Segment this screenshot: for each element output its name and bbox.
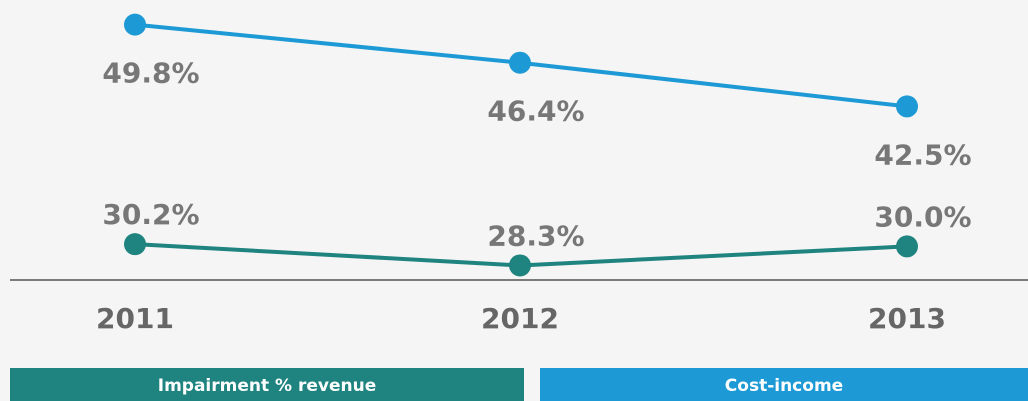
value-label: 28.3% (487, 219, 584, 252)
value-label: 49.8% (102, 57, 199, 90)
value-label: 30.2% (102, 198, 199, 231)
point (509, 51, 531, 74)
point (896, 95, 918, 118)
point (896, 235, 918, 258)
x-tick-label: 2011 (96, 302, 174, 335)
x-tick-label: 2013 (868, 302, 946, 335)
legend-swatch (540, 368, 1028, 401)
x-tick-label: 2012 (481, 302, 559, 335)
point (509, 254, 531, 277)
legend-label: Impairment % revenue (158, 376, 377, 396)
point (124, 233, 146, 256)
legend-swatch (10, 368, 524, 401)
value-label: 42.5% (874, 138, 971, 171)
value-label: 46.4% (487, 95, 584, 128)
value-label: 30.0% (874, 200, 971, 233)
legend-label: Cost-income (725, 376, 843, 396)
point (124, 13, 146, 36)
